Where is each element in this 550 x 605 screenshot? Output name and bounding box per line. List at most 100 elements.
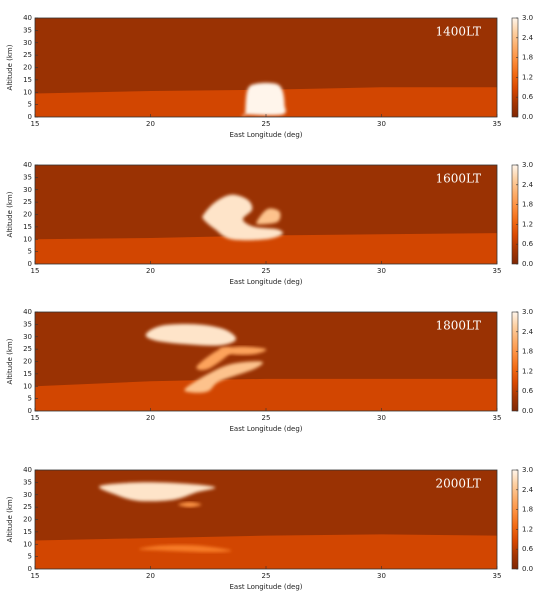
- colorbar-tick-label: 3.0: [522, 308, 533, 316]
- colorbar-tick-label: 3.0: [522, 161, 533, 169]
- x-tick-label: 35: [493, 267, 502, 275]
- y-tick-label: 10: [23, 235, 32, 243]
- colorbar-tick-label: 1.2: [522, 525, 533, 533]
- colorbar: [511, 311, 519, 412]
- colorbar-tick-label: 0.0: [522, 113, 533, 121]
- panel: 1400LT 15 20 25 30 35 0 5 10 15 20 25 30 35 40 East Lon…: [6, 14, 534, 139]
- y-tick-label: 10: [23, 382, 32, 390]
- x-axis-label: East Longitude (deg): [229, 278, 302, 286]
- plume: [256, 208, 281, 225]
- x-tick-label: 25: [262, 572, 271, 580]
- x-tick-label: 25: [262, 120, 271, 128]
- plume: [178, 502, 202, 508]
- colorbar-tick-label: 0.6: [522, 93, 534, 101]
- y-tick-label: 35: [23, 173, 32, 181]
- colorbar-tick-label: 1.8: [522, 54, 533, 62]
- plume: [219, 346, 267, 355]
- colorbar-tick-label: 1.8: [522, 348, 533, 356]
- plume: [99, 482, 216, 502]
- plume: [145, 324, 237, 346]
- x-tick-label: 15: [31, 572, 40, 580]
- x-axis-label: East Longitude (deg): [229, 425, 302, 433]
- y-tick-label: 5: [28, 395, 32, 403]
- colorbar-tick-label: 1.2: [522, 220, 533, 228]
- y-axis-label: Altitude (km): [6, 44, 14, 90]
- plot-area: [35, 165, 497, 264]
- x-tick-label: 20: [146, 267, 155, 275]
- y-tick-label: 15: [23, 370, 32, 378]
- y-tick-label: 35: [23, 478, 32, 486]
- plot-area: [35, 18, 497, 117]
- panel-label: 1600LT: [435, 172, 481, 186]
- colorbar: [511, 164, 519, 265]
- colorbar-tick-label: 2.4: [522, 328, 534, 336]
- colorbar-tick-label: 0.6: [522, 545, 534, 553]
- panel-label: 2000LT: [435, 477, 481, 491]
- plume: [138, 544, 232, 553]
- field-region: [35, 233, 497, 264]
- plot-area: [35, 470, 497, 569]
- y-tick-label: 35: [23, 320, 32, 328]
- x-tick-label: 15: [31, 120, 40, 128]
- y-tick-label: 5: [28, 553, 32, 561]
- colorbar: [511, 469, 519, 570]
- plot-area: [35, 312, 497, 411]
- colorbar-tick-label: 1.2: [522, 73, 533, 81]
- y-tick-label: 20: [23, 358, 32, 366]
- y-tick-label: 15: [23, 76, 32, 84]
- colorbar-tick-label: 0.6: [522, 240, 534, 248]
- colorbar-tick-label: 2.4: [522, 486, 534, 494]
- x-tick-label: 25: [262, 414, 271, 422]
- colorbar-tick-label: 0.0: [522, 260, 533, 268]
- field-region: [35, 378, 497, 411]
- x-tick-label: 20: [146, 572, 155, 580]
- colorbar-tick-label: 3.0: [522, 466, 533, 474]
- y-tick-label: 15: [23, 223, 32, 231]
- y-tick-label: 5: [28, 248, 32, 256]
- y-tick-label: 20: [23, 64, 32, 72]
- x-tick-label: 15: [31, 267, 40, 275]
- y-tick-label: 30: [23, 491, 32, 499]
- y-tick-label: 10: [23, 88, 32, 96]
- y-tick-label: 40: [23, 14, 32, 22]
- plume: [202, 194, 283, 241]
- y-tick-label: 20: [23, 211, 32, 219]
- x-axis-label: East Longitude (deg): [229, 583, 302, 591]
- y-tick-label: 25: [23, 503, 32, 511]
- y-tick-label: 30: [23, 39, 32, 47]
- y-tick-label: 25: [23, 51, 32, 59]
- colorbar: [511, 17, 519, 118]
- x-tick-label: 30: [377, 267, 386, 275]
- x-tick-label: 35: [493, 572, 502, 580]
- y-tick-label: 25: [23, 198, 32, 206]
- y-tick-label: 30: [23, 333, 32, 341]
- y-tick-label: 0: [28, 260, 32, 268]
- colorbar-tick-label: 0.0: [522, 407, 533, 415]
- y-axis-label: Altitude (km): [6, 496, 14, 542]
- y-tick-label: 0: [28, 407, 32, 415]
- panel-label: 1800LT: [435, 319, 481, 333]
- plume: [242, 82, 286, 117]
- panel: 1800LT 15 20 25 30 35 0 5 10 15 20 25 30 35 40 East Lon…: [6, 308, 534, 433]
- y-tick-label: 20: [23, 516, 32, 524]
- y-axis-label: Altitude (km): [6, 191, 14, 237]
- x-tick-label: 20: [146, 120, 155, 128]
- colorbar-tick-label: 3.0: [522, 14, 533, 22]
- y-tick-label: 15: [23, 528, 32, 536]
- y-tick-label: 5: [28, 101, 32, 109]
- y-tick-label: 35: [23, 26, 32, 34]
- colorbar-tick-label: 2.4: [522, 181, 534, 189]
- y-axis-label: Altitude (km): [6, 338, 14, 384]
- x-tick-label: 35: [493, 414, 502, 422]
- y-tick-label: 30: [23, 186, 32, 194]
- field-region: [35, 534, 497, 569]
- x-tick-label: 30: [377, 120, 386, 128]
- x-tick-label: 30: [377, 572, 386, 580]
- y-tick-label: 10: [23, 540, 32, 548]
- colorbar-tick-label: 0.6: [522, 387, 534, 395]
- colorbar-tick-label: 1.2: [522, 367, 533, 375]
- y-tick-label: 0: [28, 565, 32, 573]
- panel: 1600LT 15 20 25 30 35 0 5 10 15 20 25 30 35 40 East Lon…: [6, 161, 534, 286]
- y-tick-label: 40: [23, 466, 32, 474]
